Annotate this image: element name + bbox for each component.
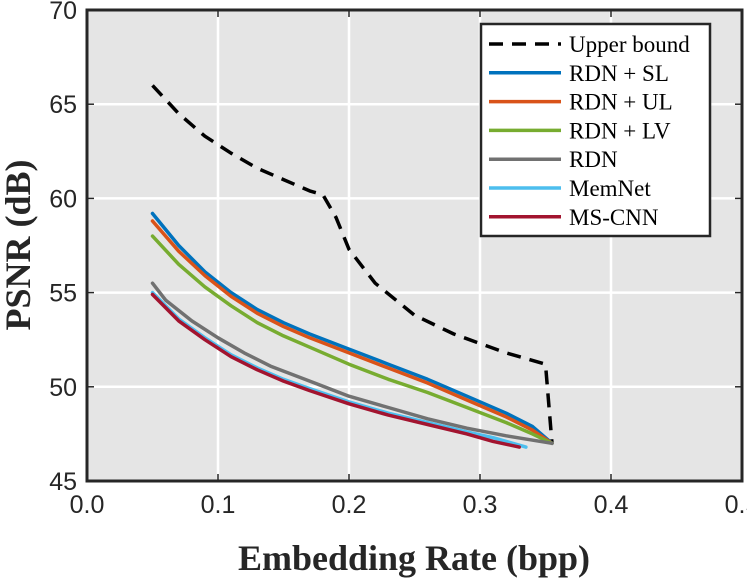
series-line-rdn-lv [150, 234, 554, 446]
x-tick-label: 0.1 [201, 491, 236, 519]
legend-label-ms-cnn: MS-CNN [569, 205, 659, 230]
series-line-upper-bound [151, 84, 554, 444]
series-line-rdn-sl [150, 211, 554, 446]
legend-label-memnet: MemNet [569, 176, 651, 201]
y-tick-label: 50 [49, 374, 77, 402]
series-lines [150, 84, 554, 449]
x-tick-label: 0.0 [70, 491, 105, 519]
legend: Upper bound RDN + SL RDN + UL RDN + LV RDN Me… [479, 22, 712, 238]
y-tick-label: 55 [49, 280, 77, 308]
series-line-ms-cnn [150, 292, 522, 449]
y-axis-label: PSNR (dB) [0, 159, 38, 330]
x-tick-label: 0.2 [332, 491, 367, 519]
y-tick-label: 65 [49, 91, 77, 119]
y-tick-label: 45 [49, 468, 77, 496]
legend-label-rdn-sl: RDN + SL [569, 61, 669, 86]
x-tick-label: 0.3 [463, 491, 498, 519]
legend-label-rdn: RDN [569, 147, 618, 172]
x-tick-label: 0.5 [725, 491, 747, 519]
series-line-rdn [150, 281, 554, 446]
legend-label-rdn-ul: RDN + UL [569, 90, 673, 115]
x-axis-label: Embedding Rate (bpp) [238, 538, 590, 578]
plot-frame [85, 8, 744, 483]
y-tick-label: 60 [49, 185, 77, 213]
y-tick-label: 70 [49, 0, 77, 25]
legend-label-upper-bound: Upper bound [569, 32, 690, 57]
series-line-rdn-ul [150, 219, 554, 446]
legend-label-rdn-lv: RDN + LV [569, 118, 671, 143]
x-tick-label: 0.4 [594, 491, 629, 519]
axis-ticks: 0.0 0.1 0.2 0.3 0.4 0.5 45 50 55 60 65 70 [49, 0, 747, 519]
